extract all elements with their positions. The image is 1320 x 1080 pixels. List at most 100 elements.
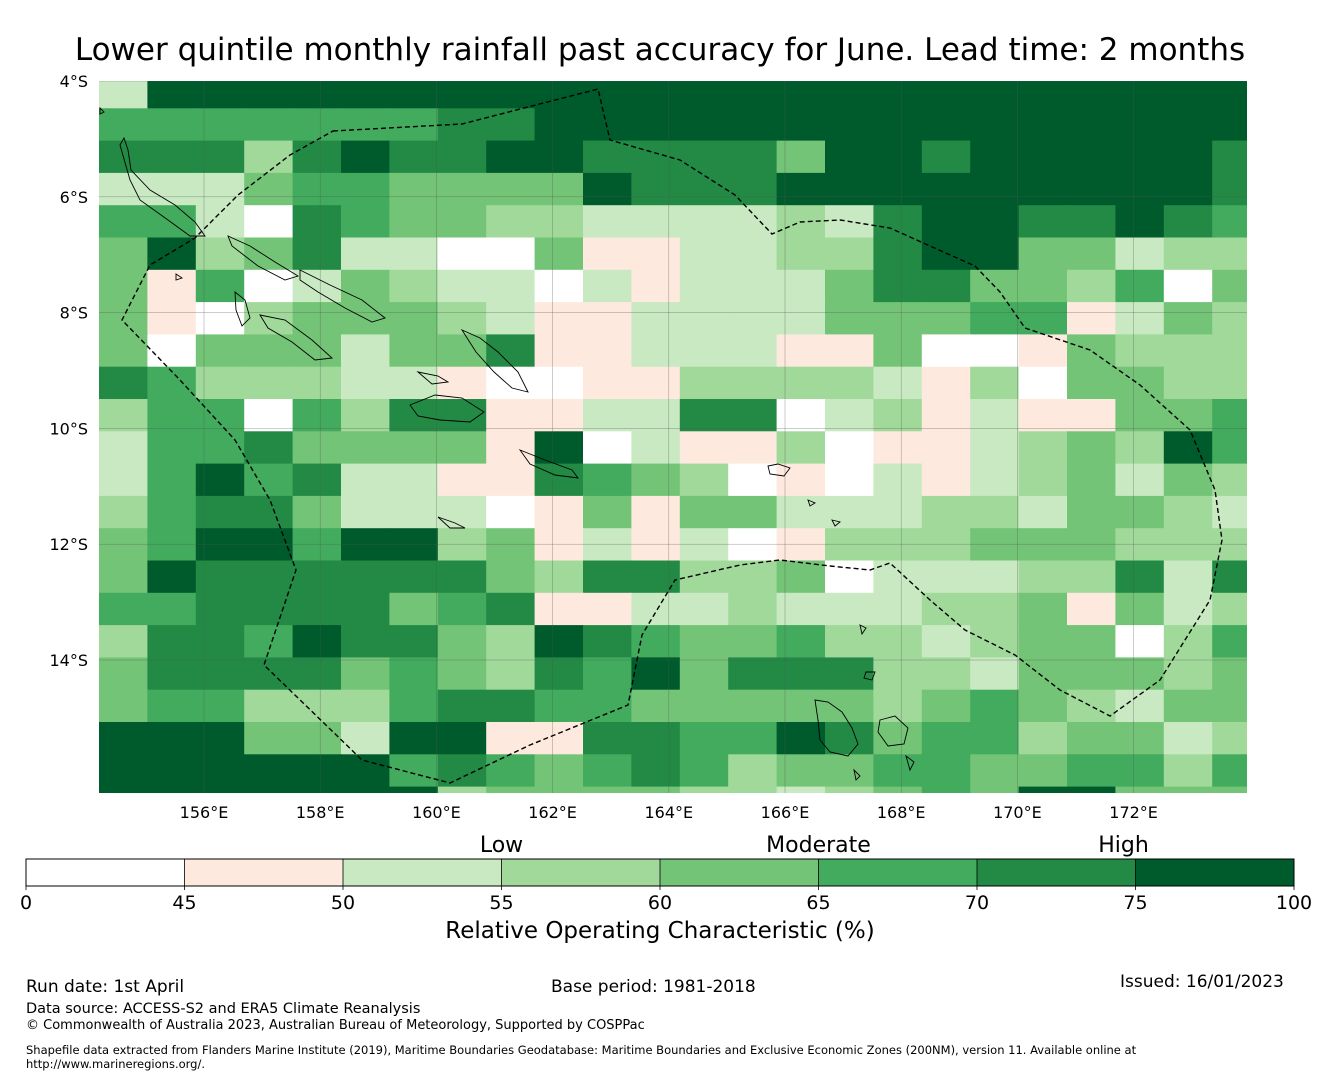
grid-cell (776, 399, 826, 432)
grid-cell (196, 884, 245, 917)
colorbar-tick-label: 65 (806, 892, 830, 914)
grid-cell (679, 625, 729, 658)
grid-cell (534, 657, 584, 691)
grid-cell (825, 689, 874, 723)
grid-cell (1163, 786, 1213, 793)
grid-cell (1115, 399, 1165, 432)
grid-cell (534, 399, 584, 432)
grid-cell (1018, 657, 1068, 691)
grid-cell (437, 528, 487, 562)
grid-cell (728, 884, 777, 917)
grid-cell (679, 657, 729, 691)
grid-cell (873, 528, 923, 562)
grid-cell (970, 81, 1020, 109)
grid-cell (486, 302, 536, 335)
grid-cell (244, 754, 294, 788)
coastline-florida (416, 371, 450, 385)
colorbar-segment (1135, 859, 1294, 886)
grid-cell (728, 269, 778, 303)
grid-cell (1261, 787, 1310, 820)
grid-cell (147, 528, 197, 562)
grid-cell (583, 754, 632, 788)
grid-cell (534, 786, 584, 793)
grid-cell (631, 302, 681, 335)
grid-cell (631, 689, 681, 723)
grid-cell (583, 528, 632, 562)
grid-cell (583, 819, 632, 852)
grid-cell (1163, 334, 1213, 368)
grid-cell (99, 237, 148, 271)
lon-label: 156°E (180, 803, 229, 822)
grid-cell (970, 495, 1020, 529)
colorbar-segment (184, 859, 343, 886)
grid-cell (99, 592, 148, 626)
grid-cell (147, 689, 197, 723)
grid-cell (631, 366, 681, 400)
grid-cell (921, 528, 971, 562)
grid-cell (728, 205, 778, 239)
lon-label: 166°E (761, 803, 810, 822)
grid-cell (1018, 431, 1068, 465)
grid-cell (583, 431, 632, 465)
grid-cell (1261, 205, 1310, 238)
grid-cell (437, 625, 487, 658)
grid-cell (583, 560, 632, 594)
grid-cell (1212, 108, 1247, 142)
grid-cell (679, 786, 729, 793)
grid-cell (389, 722, 439, 755)
coastline-rennell (437, 516, 466, 529)
grid-cell (921, 689, 971, 723)
grid-cell (389, 657, 439, 691)
data-source: Data source: ACCESS-S2 and ERA5 Climate … (26, 1001, 421, 1017)
grid-cell (437, 366, 487, 400)
grid-cell (244, 269, 294, 303)
grid-cell (244, 302, 294, 335)
grid-cell (244, 399, 294, 432)
grid-cell (244, 237, 294, 271)
grid-cell (1067, 625, 1116, 658)
grid-cell (244, 722, 294, 755)
grid-cell (679, 399, 729, 432)
grid-cell (147, 237, 197, 271)
grid-cell (389, 754, 439, 788)
grid-cell (921, 172, 971, 206)
grid-cell (776, 625, 826, 658)
coastline-nendo (767, 463, 791, 477)
grid-cell (195, 463, 245, 497)
grid-cell (534, 560, 584, 594)
grid-cell (1261, 593, 1310, 626)
grid-cell (728, 528, 778, 562)
grid-cell (825, 884, 874, 917)
grid-cell (631, 334, 681, 368)
grid-cell (1163, 108, 1213, 142)
grid-cell (679, 722, 729, 755)
grid-cell (341, 689, 390, 723)
grid-cell (1115, 269, 1165, 303)
grid-cell (486, 528, 536, 562)
grid-cell (1019, 884, 1068, 917)
grid-cell (486, 495, 536, 529)
grid-cell (147, 108, 197, 142)
grid-cell (389, 108, 439, 142)
coastline-bougainville (119, 136, 206, 237)
grid-cell (292, 689, 342, 723)
grid-cell (1163, 463, 1213, 497)
grid-cell (1261, 754, 1310, 787)
grid-cell (534, 205, 584, 239)
grid-cell (195, 140, 245, 174)
grid-cell (292, 140, 342, 174)
grid-cell (486, 140, 536, 174)
grid-cell (1115, 463, 1165, 497)
grid-cell (921, 140, 971, 174)
grid-cell (970, 819, 1019, 852)
rainfall-grid (99, 81, 1310, 917)
grid-cell (1212, 334, 1247, 368)
grid-cell (825, 560, 874, 594)
grid-cell (438, 884, 487, 917)
grid-cell (1261, 657, 1310, 690)
grid-cell (437, 560, 487, 594)
grid-cell (825, 399, 874, 432)
grid-cell (1067, 366, 1116, 400)
grid-cell (631, 205, 681, 239)
